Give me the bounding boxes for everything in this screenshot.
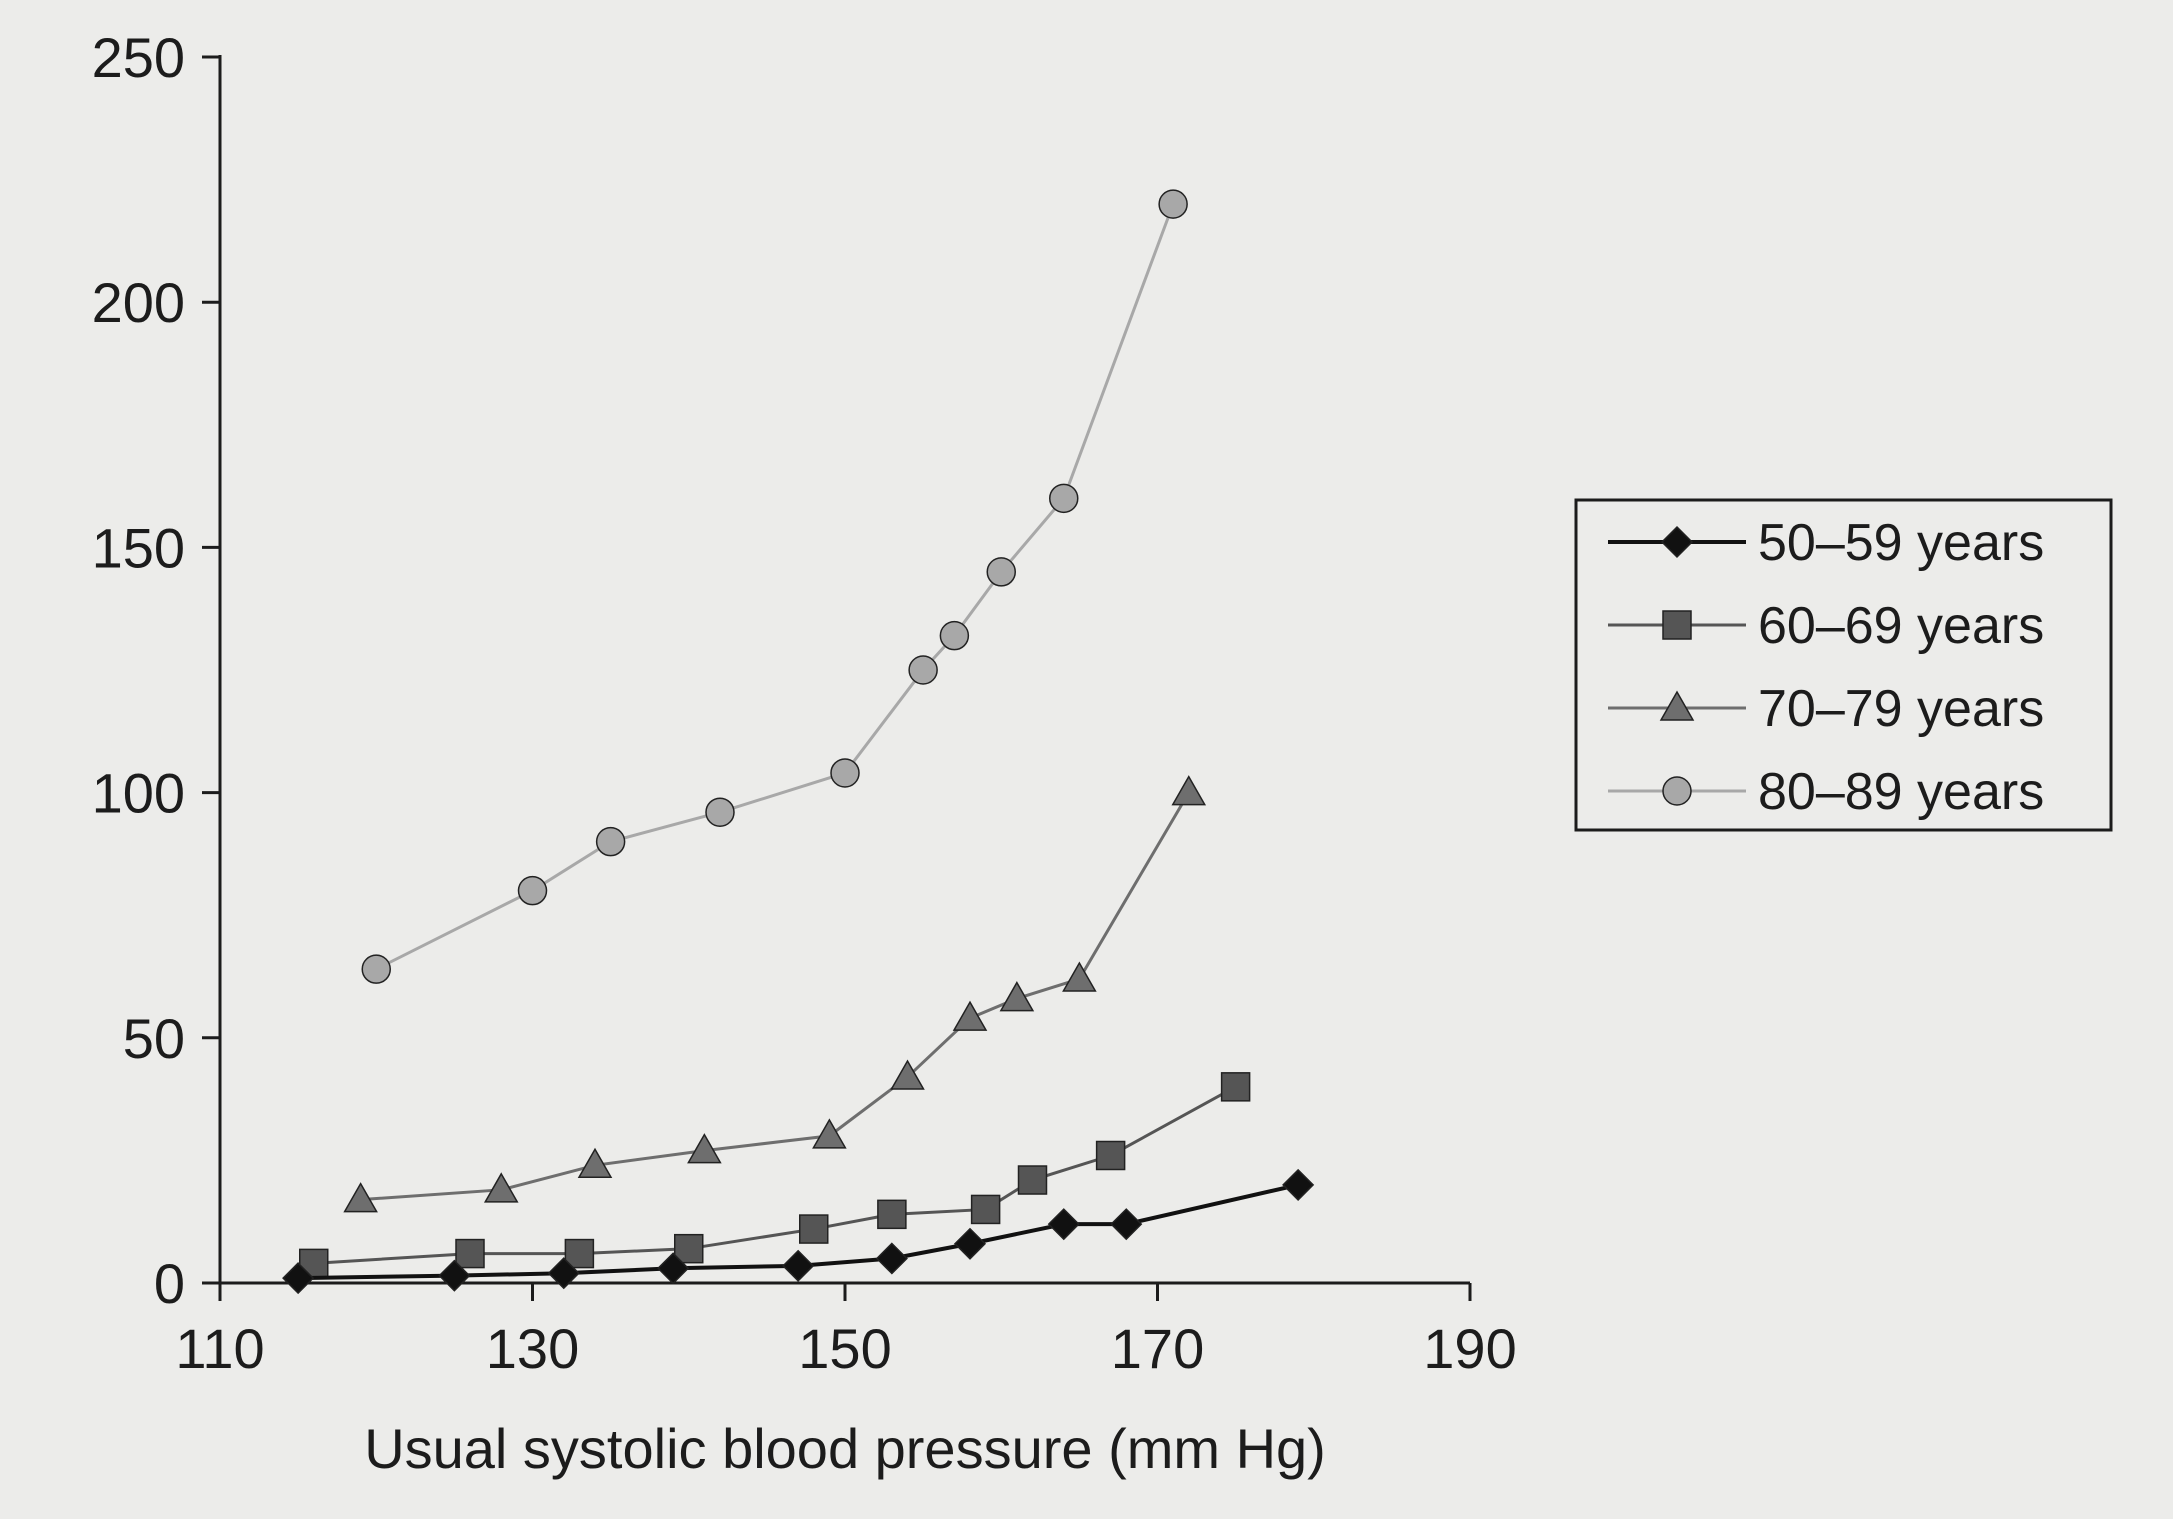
y-tick-label: 50 [123, 1007, 185, 1070]
data-point-80-89 [706, 798, 734, 826]
data-point-80-89 [987, 558, 1015, 586]
x-tick-label: 170 [1111, 1317, 1204, 1380]
data-point-80-89 [519, 877, 547, 905]
x-tick-label: 190 [1423, 1317, 1516, 1380]
legend: 50–59 years 60–69 years 70–79 years 80–89 y… [1576, 500, 2111, 830]
x-tick-label: 130 [486, 1317, 579, 1380]
legend-item-60-69: 60–69 years [1608, 597, 2044, 655]
data-point-60-69 [878, 1200, 906, 1228]
data-point-50-59 [955, 1229, 985, 1259]
data-point-60-69 [972, 1195, 1000, 1223]
data-point-80-89 [1159, 190, 1187, 218]
series-70-79 [345, 777, 1205, 1212]
series-line-80-89 [376, 204, 1173, 969]
legend-label: 50–59 years [1758, 514, 2044, 572]
y-tick-label: 100 [92, 762, 185, 825]
data-point-60-69 [1097, 1141, 1125, 1169]
data-point-60-69 [800, 1215, 828, 1243]
data-point-70-79 [1173, 777, 1205, 805]
x-tick-label: 150 [798, 1317, 891, 1380]
data-point-80-89 [362, 955, 390, 983]
data-point-80-89 [940, 622, 968, 650]
legend-marker-triangle [1661, 692, 1693, 720]
y-tick-label: 150 [92, 516, 185, 579]
legend-item-80-89: 80–89 years [1608, 763, 2044, 821]
data-point-80-89 [597, 828, 625, 856]
x-axis-title: Usual systolic blood pressure (mm Hg) [364, 1417, 1326, 1480]
series-line-70-79 [361, 793, 1189, 1200]
legend-marker-circle [1663, 777, 1691, 805]
legend-item-70-79: 70–79 years [1608, 680, 2044, 738]
y-tick-label: 200 [92, 271, 185, 334]
data-point-50-59 [1283, 1170, 1313, 1200]
data-point-60-69 [1222, 1073, 1250, 1101]
y-tick-label: 0 [154, 1252, 185, 1315]
data-point-60-69 [1019, 1166, 1047, 1194]
y-tick-label: 250 [92, 26, 185, 89]
data-point-50-59 [1049, 1209, 1079, 1239]
series-60-69 [300, 1073, 1250, 1278]
data-point-70-79 [954, 1002, 986, 1030]
legend-label: 70–79 years [1758, 680, 2044, 738]
data-point-60-69 [456, 1240, 484, 1268]
data-point-70-79 [1063, 963, 1095, 991]
legend-marker-diamond [1662, 527, 1692, 557]
series-line-60-69 [314, 1087, 1236, 1264]
legend-item-50-59: 50–59 years [1608, 514, 2044, 572]
data-point-50-59 [783, 1251, 813, 1281]
data-point-80-89 [831, 759, 859, 787]
legend-marker-square [1663, 611, 1691, 639]
x-tick-label: 110 [175, 1317, 264, 1380]
series-layer [283, 190, 1313, 1293]
data-point-70-79 [813, 1120, 845, 1148]
data-point-50-59 [877, 1243, 907, 1273]
legend-label: 60–69 years [1758, 597, 2044, 655]
data-point-80-89 [1050, 484, 1078, 512]
series-80-89 [362, 190, 1187, 983]
data-point-50-59 [1111, 1209, 1141, 1239]
data-point-80-89 [909, 656, 937, 684]
chart: 0 50 100 150 200 250 110 130 150 170 190 Usual syst… [0, 0, 2173, 1519]
legend-label: 80–89 years [1758, 763, 2044, 821]
